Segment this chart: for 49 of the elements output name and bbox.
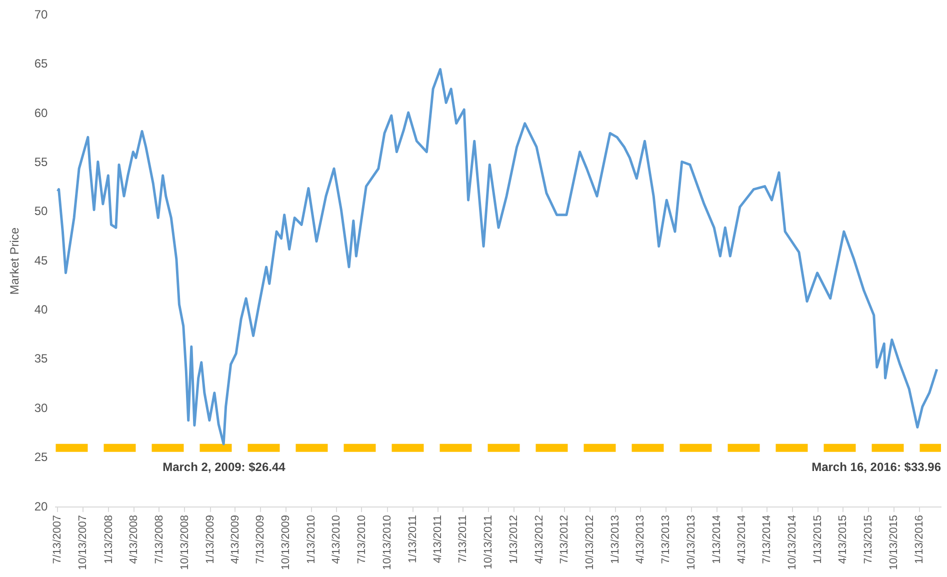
x-tick-label: 7/13/2009 — [254, 514, 267, 564]
x-tick-label: 10/13/2009 — [280, 514, 292, 570]
y-tick-label: 50 — [34, 204, 48, 218]
x-tick-label: 4/13/2010 — [330, 514, 343, 564]
y-tick-label: 55 — [34, 155, 48, 170]
x-tick-label: 10/13/2010 — [381, 514, 394, 570]
x-tick-label: 1/13/2010 — [306, 514, 318, 564]
y-tick-label: 40 — [34, 302, 48, 317]
y-axis-title: Market Price — [8, 227, 22, 295]
x-tick-label: 10/13/2013 — [685, 514, 698, 570]
x-tick-label: 10/13/2015 — [888, 514, 900, 570]
y-tick-label: 25 — [34, 450, 48, 464]
x-tick-label: 7/13/2013 — [660, 514, 672, 564]
x-tick-label: 7/13/2008 — [153, 514, 166, 564]
x-tick-label: 4/13/2011 — [432, 514, 444, 564]
x-tick-label: 10/13/2014 — [786, 514, 799, 570]
x-tick-label: 1/13/2011 — [406, 514, 419, 564]
x-tick-label: 1/13/2014 — [710, 514, 723, 564]
x-tick-label: 7/13/2014 — [761, 514, 774, 564]
y-tick-label: 60 — [34, 106, 48, 120]
y-tick-label: 70 — [34, 8, 48, 22]
x-tick-label: 1/13/2012 — [508, 514, 520, 564]
x-tick-label: 7/13/2007 — [52, 514, 64, 564]
x-tick-label: 10/13/2007 — [77, 514, 90, 570]
x-tick-label: 7/13/2011 — [457, 514, 470, 564]
y-tick-label: 30 — [34, 400, 48, 415]
x-tick-label: 10/13/2012 — [584, 514, 596, 570]
y-tick-label: 35 — [34, 352, 48, 366]
x-tick-label: 4/13/2012 — [533, 514, 546, 564]
x-tick-label: 4/13/2014 — [736, 514, 748, 564]
x-tick-label: 10/13/2008 — [178, 514, 191, 570]
x-tick-label: 1/13/2009 — [204, 514, 216, 564]
x-tick-label: 7/13/2012 — [558, 514, 571, 564]
x-tick-label: 7/13/2010 — [356, 514, 368, 564]
y-tick-label: 20 — [34, 499, 48, 514]
x-tick-label: 1/13/2016 — [913, 514, 926, 564]
x-tick-label: 4/13/2015 — [837, 514, 850, 564]
y-tick-label: 45 — [34, 253, 48, 268]
annotation: March 2, 2009: $26.44 — [162, 460, 286, 474]
y-tick-label: 65 — [34, 56, 48, 71]
x-tick-label: 4/13/2009 — [229, 514, 242, 564]
x-tick-label: 10/13/2011 — [482, 514, 495, 570]
x-tick-label: 4/13/2013 — [634, 514, 647, 564]
x-tick-label: 7/13/2015 — [862, 514, 874, 564]
x-tick-label: 1/13/2008 — [102, 514, 115, 564]
annotation: March 16, 2016: $33.96 — [812, 460, 942, 474]
x-tick-label: 4/13/2008 — [128, 514, 140, 564]
x-tick-label: 1/13/2015 — [812, 514, 824, 564]
x-tick-label: 1/13/2013 — [610, 514, 622, 564]
